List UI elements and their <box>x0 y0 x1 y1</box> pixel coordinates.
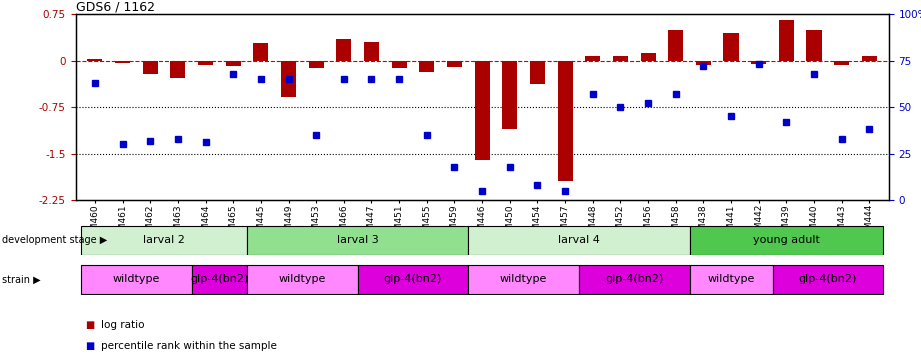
Bar <box>198 61 213 65</box>
Bar <box>87 59 102 61</box>
Bar <box>474 61 490 160</box>
Bar <box>364 42 379 61</box>
Bar <box>502 61 518 129</box>
Text: glp-4(bn2): glp-4(bn2) <box>799 274 857 285</box>
Text: wildtype: wildtype <box>112 274 160 285</box>
Bar <box>419 61 435 72</box>
Text: percentile rank within the sample: percentile rank within the sample <box>101 341 277 351</box>
Bar <box>170 61 185 78</box>
Bar <box>724 33 739 61</box>
Bar <box>612 56 628 61</box>
Bar <box>752 61 766 64</box>
Text: wildtype: wildtype <box>500 274 547 285</box>
Bar <box>309 61 324 68</box>
Bar <box>668 30 683 61</box>
Bar <box>530 61 545 84</box>
Bar <box>336 39 352 61</box>
Text: development stage ▶: development stage ▶ <box>2 235 107 245</box>
Text: ■: ■ <box>85 320 94 330</box>
Bar <box>773 265 883 294</box>
Bar <box>81 265 192 294</box>
Text: glp-4(bn2): glp-4(bn2) <box>190 274 249 285</box>
Bar <box>226 61 240 66</box>
Bar <box>640 53 656 61</box>
Bar <box>253 43 268 61</box>
Bar <box>690 265 773 294</box>
Text: log ratio: log ratio <box>101 320 145 330</box>
Text: glp-4(bn2): glp-4(bn2) <box>605 274 663 285</box>
Bar <box>468 265 579 294</box>
Bar <box>247 226 468 255</box>
Bar <box>115 61 130 63</box>
Bar <box>696 61 711 65</box>
Text: strain ▶: strain ▶ <box>2 274 41 285</box>
Text: GDS6 / 1162: GDS6 / 1162 <box>76 0 155 13</box>
Bar <box>281 61 297 97</box>
Bar <box>585 56 600 61</box>
Bar <box>690 226 883 255</box>
Bar <box>807 30 822 61</box>
Text: wildtype: wildtype <box>707 274 755 285</box>
Text: larval 3: larval 3 <box>337 235 379 245</box>
Bar <box>192 265 247 294</box>
Text: glp-4(bn2): glp-4(bn2) <box>384 274 442 285</box>
Bar <box>357 265 468 294</box>
Text: young adult: young adult <box>753 235 820 245</box>
Bar <box>447 61 462 67</box>
Text: larval 4: larval 4 <box>558 235 600 245</box>
Bar <box>557 61 573 181</box>
Bar <box>81 226 247 255</box>
Bar <box>779 20 794 61</box>
Text: wildtype: wildtype <box>279 274 326 285</box>
Bar <box>579 265 690 294</box>
Bar <box>247 265 357 294</box>
Bar <box>834 61 849 65</box>
Bar <box>143 61 157 74</box>
Text: larval 2: larval 2 <box>143 235 185 245</box>
Bar <box>391 61 407 68</box>
Bar <box>862 56 877 61</box>
Text: ■: ■ <box>85 341 94 351</box>
Bar <box>468 226 690 255</box>
